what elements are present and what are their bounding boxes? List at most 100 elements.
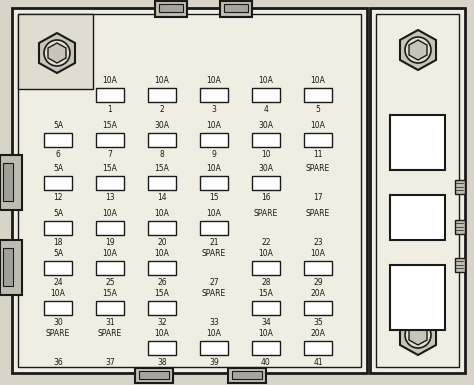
FancyBboxPatch shape — [200, 133, 228, 147]
Text: 30A: 30A — [155, 121, 170, 130]
Text: 10A: 10A — [258, 249, 273, 258]
Text: 25: 25 — [105, 278, 115, 287]
Text: 40: 40 — [261, 358, 271, 367]
Text: 10: 10 — [261, 150, 271, 159]
FancyBboxPatch shape — [220, 1, 252, 17]
FancyBboxPatch shape — [96, 261, 124, 275]
Text: 15A: 15A — [102, 121, 118, 130]
FancyBboxPatch shape — [200, 176, 228, 190]
Text: 38: 38 — [157, 358, 167, 367]
FancyBboxPatch shape — [224, 4, 248, 12]
FancyBboxPatch shape — [12, 8, 367, 373]
Text: 15A: 15A — [258, 289, 273, 298]
FancyBboxPatch shape — [3, 248, 13, 286]
Text: 3: 3 — [211, 105, 217, 114]
Text: SPARE: SPARE — [306, 209, 330, 218]
Text: 36: 36 — [53, 358, 63, 367]
FancyBboxPatch shape — [390, 115, 445, 170]
Text: 20A: 20A — [310, 329, 326, 338]
Text: 10A: 10A — [207, 329, 221, 338]
Text: 6: 6 — [55, 150, 61, 159]
FancyBboxPatch shape — [252, 176, 280, 190]
Text: 10A: 10A — [102, 76, 118, 85]
Text: 5A: 5A — [53, 249, 63, 258]
Text: 5: 5 — [316, 105, 320, 114]
FancyBboxPatch shape — [44, 221, 72, 235]
Text: SPARE: SPARE — [98, 329, 122, 338]
Text: SPARE: SPARE — [46, 329, 70, 338]
Text: 11: 11 — [313, 150, 323, 159]
FancyBboxPatch shape — [455, 258, 465, 272]
Text: 34: 34 — [261, 318, 271, 327]
Text: 15A: 15A — [155, 289, 169, 298]
FancyBboxPatch shape — [135, 368, 173, 383]
Text: 17: 17 — [313, 193, 323, 202]
Text: 10A: 10A — [310, 76, 326, 85]
FancyBboxPatch shape — [148, 133, 176, 147]
Text: 35: 35 — [313, 318, 323, 327]
FancyBboxPatch shape — [390, 195, 445, 240]
FancyBboxPatch shape — [455, 220, 465, 234]
FancyBboxPatch shape — [252, 261, 280, 275]
Text: 19: 19 — [105, 238, 115, 247]
Text: 21: 21 — [209, 238, 219, 247]
Text: 27: 27 — [209, 278, 219, 287]
Text: 2: 2 — [160, 105, 164, 114]
Circle shape — [405, 322, 431, 348]
FancyBboxPatch shape — [96, 176, 124, 190]
FancyBboxPatch shape — [148, 221, 176, 235]
FancyBboxPatch shape — [148, 88, 176, 102]
Polygon shape — [409, 40, 427, 60]
Circle shape — [405, 37, 431, 63]
Text: 16: 16 — [261, 193, 271, 202]
FancyBboxPatch shape — [96, 221, 124, 235]
FancyBboxPatch shape — [96, 301, 124, 315]
FancyBboxPatch shape — [148, 341, 176, 355]
FancyBboxPatch shape — [159, 4, 183, 12]
FancyBboxPatch shape — [252, 301, 280, 315]
Text: 30A: 30A — [258, 164, 273, 173]
Text: 33: 33 — [209, 318, 219, 327]
FancyBboxPatch shape — [304, 133, 332, 147]
Text: 10A: 10A — [155, 249, 169, 258]
Text: 10A: 10A — [207, 121, 221, 130]
FancyBboxPatch shape — [252, 88, 280, 102]
FancyBboxPatch shape — [304, 88, 332, 102]
FancyBboxPatch shape — [370, 8, 465, 373]
Text: 10A: 10A — [102, 249, 118, 258]
FancyBboxPatch shape — [44, 133, 72, 147]
Text: 1: 1 — [108, 105, 112, 114]
Text: 10A: 10A — [207, 209, 221, 218]
Text: 22: 22 — [261, 238, 271, 247]
FancyBboxPatch shape — [200, 221, 228, 235]
Text: 39: 39 — [209, 358, 219, 367]
FancyBboxPatch shape — [96, 133, 124, 147]
Text: 8: 8 — [160, 150, 164, 159]
FancyBboxPatch shape — [455, 180, 465, 194]
Text: SPARE: SPARE — [202, 289, 226, 298]
Text: 31: 31 — [105, 318, 115, 327]
FancyBboxPatch shape — [252, 133, 280, 147]
FancyBboxPatch shape — [155, 1, 187, 17]
Polygon shape — [48, 43, 66, 63]
Text: 41: 41 — [313, 358, 323, 367]
Text: SPARE: SPARE — [306, 164, 330, 173]
FancyBboxPatch shape — [200, 341, 228, 355]
Text: 10A: 10A — [310, 249, 326, 258]
Text: 30A: 30A — [258, 121, 273, 130]
FancyBboxPatch shape — [304, 261, 332, 275]
Text: 4: 4 — [264, 105, 268, 114]
FancyBboxPatch shape — [390, 265, 445, 330]
Text: 10A: 10A — [51, 289, 65, 298]
Text: 20: 20 — [157, 238, 167, 247]
Polygon shape — [400, 30, 436, 70]
Text: 12: 12 — [53, 193, 63, 202]
Text: 10A: 10A — [102, 209, 118, 218]
Polygon shape — [409, 325, 427, 345]
Text: 30: 30 — [53, 318, 63, 327]
FancyBboxPatch shape — [3, 163, 13, 201]
FancyBboxPatch shape — [0, 240, 22, 295]
FancyBboxPatch shape — [200, 88, 228, 102]
Text: 5A: 5A — [53, 121, 63, 130]
FancyBboxPatch shape — [96, 88, 124, 102]
